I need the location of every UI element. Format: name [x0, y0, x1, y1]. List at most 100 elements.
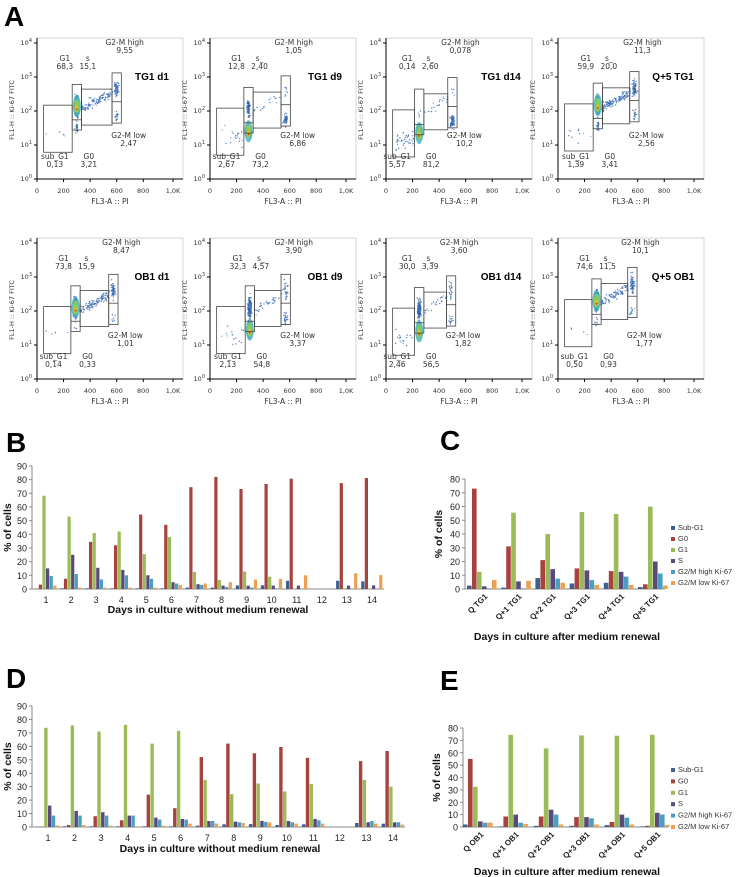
event-dot: [247, 110, 249, 113]
event-dot: [235, 337, 237, 339]
event-dot: [83, 311, 85, 313]
event-dot: [107, 295, 109, 297]
event-dot: [59, 131, 61, 133]
y-tick-base: 10: [370, 307, 378, 315]
x-tick-label: 200: [230, 187, 242, 195]
gate-label-g2m-low-value: 2,56: [638, 139, 655, 148]
event-dot: [221, 335, 223, 337]
gate-label-g1-name: G1: [231, 54, 242, 63]
event-dot: [283, 120, 285, 122]
event-dot: [241, 146, 243, 149]
event-dot: [284, 120, 286, 123]
y-tick-exponent: 4: [550, 38, 553, 44]
gate-label-s-value: 2,40: [251, 62, 268, 71]
y-tick-exponent: 1: [378, 340, 381, 346]
event-dot: [273, 302, 275, 304]
event-dot: [631, 83, 633, 85]
event-dot: [100, 300, 103, 302]
event-dot: [395, 149, 398, 151]
event-dot: [428, 110, 430, 113]
gate-s: [254, 290, 282, 327]
y-tick-exponent: 2: [202, 306, 205, 312]
event-dot: [285, 282, 288, 284]
y-tick-exponent: 0: [378, 174, 381, 180]
y-tick-exponent: 3: [550, 72, 553, 78]
gate-label-g0-name: G0: [255, 152, 266, 161]
event-dot: [249, 302, 251, 304]
event-dot: [627, 91, 629, 93]
event-dot: [85, 307, 88, 310]
event-dot: [103, 92, 106, 94]
event-dot: [284, 86, 286, 89]
event-dot: [91, 307, 94, 309]
x-tick-label: 0: [208, 187, 212, 195]
gate-label-sub-g1-value: 0,14: [45, 360, 62, 369]
event-dot: [398, 140, 400, 142]
y-tick-exponent: 1: [29, 340, 32, 346]
event-dot: [442, 96, 444, 98]
event-dot: [105, 93, 108, 95]
y-tick-label: 103: [21, 272, 32, 281]
event-dot: [114, 93, 116, 96]
event-dot: [115, 114, 117, 116]
y-tick-label: 101: [194, 340, 205, 349]
event-dot: [400, 140, 403, 142]
event-dot: [67, 332, 69, 334]
event-dot: [407, 141, 409, 143]
event-dot: [265, 300, 267, 302]
event-dot: [617, 100, 619, 102]
event-dot: [597, 121, 599, 124]
event-dot: [221, 129, 223, 131]
y-tick-base: 10: [542, 73, 550, 81]
event-dot: [452, 119, 455, 122]
event-dot: [247, 111, 250, 114]
event-dot: [609, 103, 611, 106]
gate-label-s-name: s_: [256, 54, 264, 63]
event-dot: [284, 95, 286, 97]
gate-label-s-name: s_: [605, 54, 613, 63]
y-tick-exponent: 4: [29, 238, 32, 244]
gate-sub-g1: [216, 107, 245, 156]
event-dot: [618, 96, 620, 98]
event-dot: [286, 115, 288, 117]
event-dot: [453, 124, 455, 126]
gate-label-g2m-high-value: 8,47: [113, 246, 130, 255]
x-tick-label: 400: [257, 387, 269, 395]
event-dot: [633, 113, 636, 115]
event-dot: [111, 314, 114, 316]
event-dot: [93, 97, 96, 100]
y-tick-label: 101: [370, 140, 381, 149]
event-dot: [453, 94, 456, 96]
event-dot: [396, 139, 399, 142]
event-dot: [451, 88, 453, 90]
event-dot: [237, 136, 239, 138]
y-tick-base: 10: [194, 273, 202, 281]
event-dot: [609, 101, 612, 103]
density-core-peak: [75, 108, 78, 111]
event-dot: [93, 304, 96, 306]
gate-label-g1-value: 73,8: [55, 262, 72, 271]
y-tick-base: 10: [21, 239, 29, 247]
event-dot: [249, 317, 251, 319]
event-dot: [247, 101, 249, 104]
event-dot: [409, 334, 411, 337]
event-dot: [91, 300, 93, 302]
event-dot: [76, 124, 79, 127]
event-dot: [110, 286, 113, 289]
event-dot: [403, 142, 405, 145]
event-dot: [625, 91, 628, 93]
density-core-peak: [596, 107, 599, 109]
x-axis-label: FL3-A :: PI: [91, 197, 129, 206]
event-dot: [240, 341, 243, 344]
event-dot: [412, 135, 414, 137]
y-tick-base: 10: [194, 307, 202, 315]
event-dot: [612, 105, 614, 107]
event-dot: [577, 129, 579, 132]
event-dot: [238, 140, 240, 142]
event-dot: [632, 109, 634, 111]
y-axis-label: FL1-H :: Ki-67 FITC: [357, 280, 365, 340]
